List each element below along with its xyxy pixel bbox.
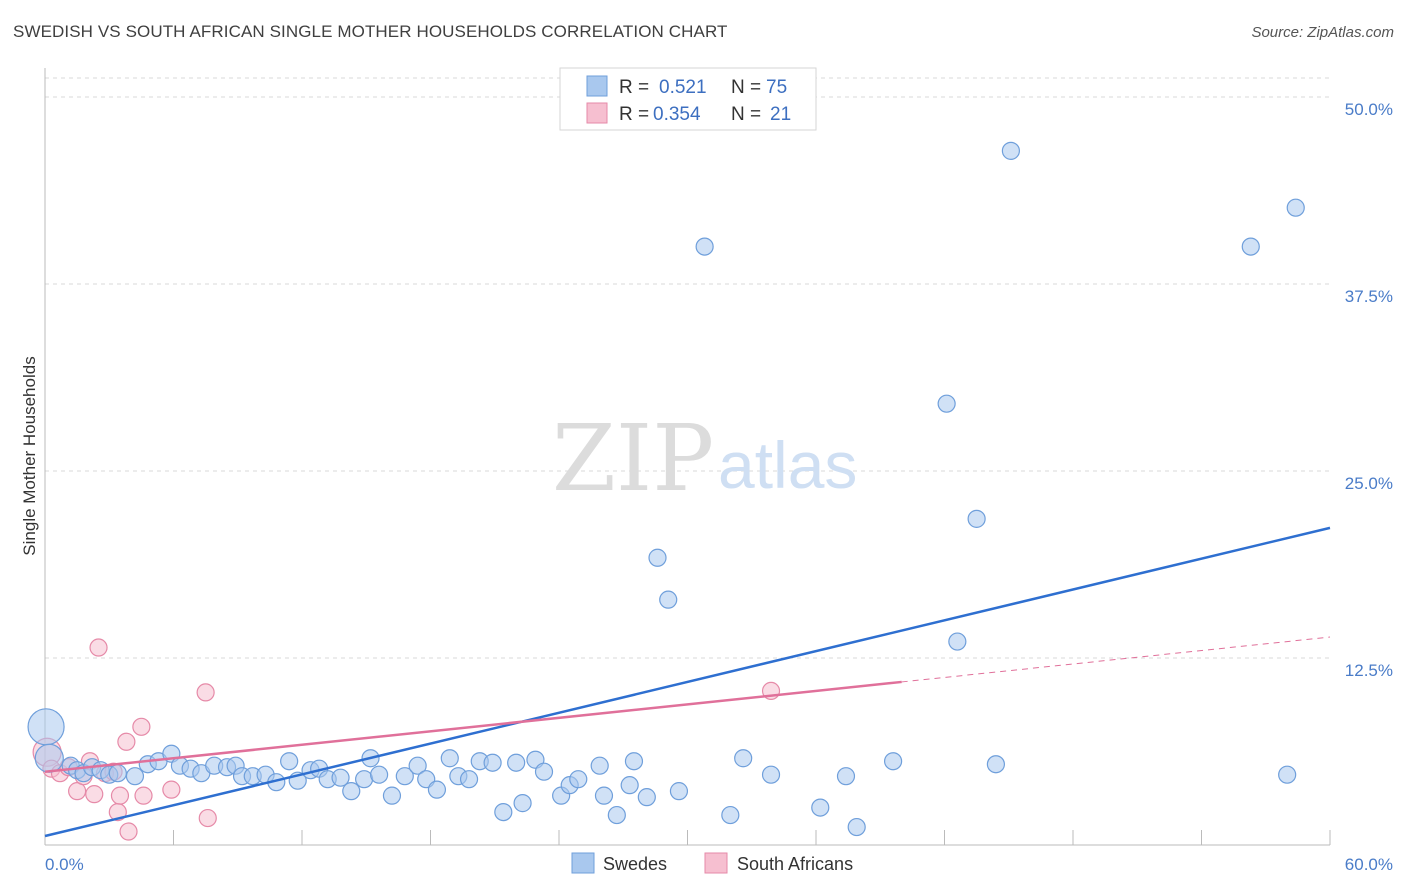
swedes-point (695, 237, 714, 256)
legend-n-value-swedes: 75 (766, 77, 787, 98)
watermark-zip: ZIP (552, 405, 714, 512)
legend-r-label-swedes: R = (619, 77, 649, 98)
y-tick-label: 37.5% (1345, 287, 1393, 306)
swedes-point (34, 743, 64, 773)
swedes-point (594, 786, 614, 805)
page-title: SWEDISH VS SOUTH AFRICAN SINGLE MOTHER H… (13, 22, 728, 41)
legend-n-label-south-africans: N = (731, 104, 761, 125)
swedes-point (108, 764, 127, 783)
south-africans-point (68, 782, 87, 801)
swedes-point (836, 767, 856, 786)
south-africans-point (196, 683, 215, 702)
swedes-point (513, 794, 532, 813)
swedes-point (483, 753, 502, 772)
south-africans-point (110, 786, 130, 805)
south-africans-point (134, 786, 153, 805)
south-africans-point (162, 780, 181, 799)
swedes-trend-line (44, 526, 1331, 838)
y-tick-label: 12.5% (1345, 661, 1393, 680)
source-label: Source: ZipAtlas.com (1251, 24, 1394, 41)
trend-layer (44, 526, 1331, 838)
swedes-point (948, 632, 967, 651)
swedes-point (395, 767, 414, 786)
swedes-point (569, 770, 588, 789)
swedes-point (669, 782, 689, 801)
y-tick-label: 50.0% (1345, 100, 1393, 119)
swedes-point (440, 749, 459, 768)
swedes-point (27, 708, 65, 746)
swedes-point (1001, 141, 1020, 160)
y-axis-label: Single Mother Households (20, 356, 39, 555)
swedes-point (648, 548, 667, 567)
swedes-point (721, 805, 740, 825)
series-legend: Swedes South Africans (571, 852, 853, 874)
swedes-point (507, 753, 526, 772)
grid-layer (45, 77, 1330, 659)
swedes-point (624, 752, 644, 771)
swedes-point (811, 798, 830, 817)
swedes-point (370, 765, 389, 784)
south-africans-trend-extension (901, 636, 1331, 683)
bottom-legend-label-swedes: Swedes (603, 854, 667, 874)
swedes-point (1241, 237, 1260, 256)
swedes-point (937, 394, 956, 413)
swedes-point (342, 782, 361, 801)
watermark-atlas: atlas (718, 428, 857, 502)
correlation-legend: R = 0.521 N = 75 R = 0.354 N = 21 (559, 67, 817, 131)
swedes-point (427, 780, 447, 799)
south-africans-point (89, 638, 108, 657)
south-africans-trend-line (44, 680, 902, 773)
legend-r-value-south-africans: 0.354 (653, 104, 701, 125)
swedes-point (590, 756, 609, 775)
swedes-points (27, 141, 1305, 837)
legend-r-label-south-africans: R = (619, 104, 649, 125)
bottom-legend-swatch-south-africans (704, 852, 728, 874)
swedes-point (408, 756, 427, 775)
swedes-point (355, 770, 374, 789)
swedes-point (883, 752, 903, 771)
south-africans-point (198, 808, 217, 828)
swedes-point (494, 802, 513, 822)
legend-swatch-south-africans (586, 102, 608, 124)
swedes-point (1286, 198, 1305, 217)
swedes-point (637, 788, 656, 807)
swedes-point (382, 786, 402, 805)
swedes-point (734, 749, 753, 768)
x-tick-label: 60.0% (1345, 855, 1393, 874)
swedes-point (620, 776, 639, 795)
legend-n-label-swedes: N = (731, 77, 761, 98)
swedes-point (607, 805, 626, 825)
swedes-point (847, 817, 866, 837)
swedes-point (534, 762, 554, 781)
south-africans-point (119, 822, 138, 841)
south-africans-point (132, 717, 151, 736)
swedes-point (459, 770, 479, 789)
watermark: ZIP atlas (552, 405, 857, 512)
x-tick-label: 0.0% (45, 855, 84, 874)
swedes-point (761, 765, 781, 784)
swedes-point (125, 767, 145, 786)
swedes-point (967, 509, 986, 528)
legend-n-value-south-africans: 21 (770, 104, 791, 125)
swedes-point (986, 755, 1006, 774)
south-africans-point (117, 732, 136, 751)
swedes-point (659, 590, 678, 609)
south-africans-point (85, 785, 104, 804)
bottom-legend-label-south-africans: South Africans (737, 854, 853, 874)
bottom-legend-swatch-swedes (571, 852, 595, 874)
swedes-point (280, 752, 299, 771)
south-africans-points (32, 638, 781, 841)
legend-swatch-swedes (586, 75, 608, 97)
swedes-point (331, 768, 350, 787)
swedes-point (1278, 765, 1297, 784)
legend-r-value-swedes: 0.521 (659, 77, 707, 98)
y-tick-label: 25.0% (1345, 474, 1393, 493)
